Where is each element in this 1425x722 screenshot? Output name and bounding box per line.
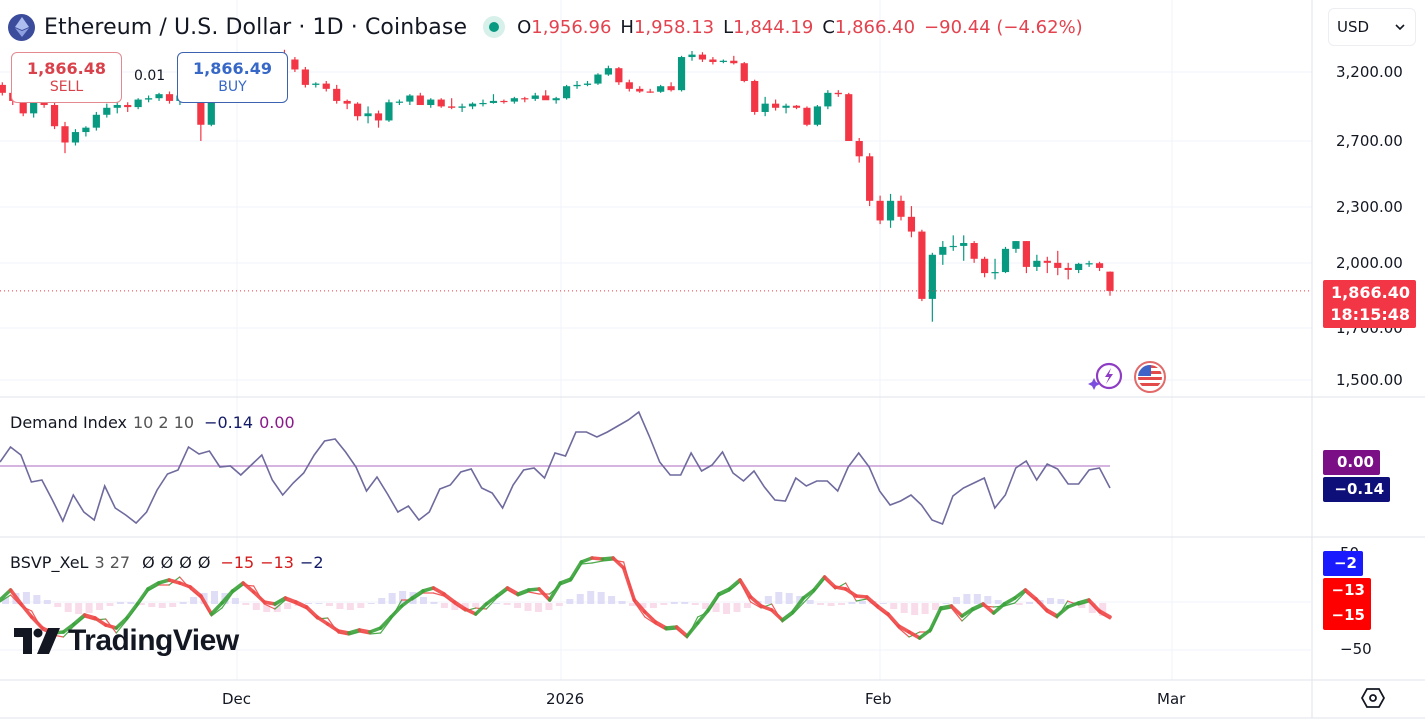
last-price-tag: 1,866.40 18:15:48 — [1323, 280, 1416, 328]
time-axis-tick: Mar — [1157, 690, 1186, 708]
chart-header: Ethereum / U.S. Dollar · 1D · Coinbase O… — [8, 10, 1083, 44]
last-price: 1,866.40 — [1331, 283, 1410, 302]
bsvp-value-3: −2 — [299, 553, 324, 572]
change-value: −90.44 (−4.62%) — [924, 16, 1083, 38]
time-axis-tick: Feb — [865, 690, 892, 708]
bar-countdown: 18:15:48 — [1330, 305, 1410, 324]
price-axis-tick: 2,700.00 — [1336, 132, 1403, 150]
placeholder-value: Ø — [197, 553, 211, 572]
bsvp-value-1: −15 — [220, 553, 255, 572]
zero-line-tag: 0.00 — [1323, 450, 1380, 475]
price-candles — [0, 49, 1312, 322]
time-axis-tick: 2026 — [546, 690, 585, 708]
bsvp-legend[interactable]: BSVP_XeL 3 27 Ø Ø Ø Ø −15 −13 −2 — [10, 553, 324, 572]
low-value: 1,844.19 — [733, 16, 814, 38]
bsvp-tag-red-2: −15 — [1331, 606, 1365, 624]
chart-settings-button[interactable] — [1360, 687, 1386, 713]
bsvp-value-2: −13 — [260, 553, 294, 572]
ai-insight-icon[interactable] — [1087, 360, 1127, 398]
live-dot-icon — [483, 16, 506, 38]
indicator-name: Demand Index — [10, 413, 127, 432]
chevron-down-icon — [1395, 24, 1405, 30]
price-axis-tick: 2,300.00 — [1336, 198, 1403, 216]
buy-price: 1,866.49 — [193, 59, 272, 78]
placeholder-value: Ø — [142, 553, 155, 572]
open-label: O — [517, 16, 532, 38]
bsvp-tag-red: −13 −15 — [1323, 578, 1371, 630]
sell-label: SELL — [49, 79, 84, 95]
bsvp-pane — [0, 556, 1112, 640]
sell-price: 1,866.48 — [27, 59, 106, 78]
high-label: H — [620, 16, 634, 38]
tradingview-wordmark: TradingView — [68, 624, 239, 657]
buy-label: BUY — [218, 79, 247, 95]
demand-index-pane — [0, 410, 1111, 526]
currency-select[interactable]: USD — [1328, 8, 1416, 46]
placeholder-value: Ø — [160, 553, 174, 572]
zero-line-value: 0.00 — [259, 413, 295, 432]
bsvp-tag-red-1: −13 — [1331, 581, 1365, 599]
buy-button[interactable]: 1,866.49 BUY — [177, 52, 288, 103]
demand-index-value: −0.14 — [204, 413, 254, 432]
indicator-params: 3 27 — [94, 553, 131, 572]
price-axis-tick: 2,000.00 — [1336, 254, 1403, 272]
tradingview-logo-icon — [14, 628, 60, 654]
ethereum-logo-icon — [8, 13, 35, 41]
tradingview-logo[interactable]: TradingView — [14, 624, 239, 658]
bsvp-tag-blue: −2 — [1323, 551, 1363, 576]
indicator-params: 10 2 10 — [132, 413, 195, 432]
price-axis-tick: 1,500.00 — [1336, 371, 1403, 389]
demand-index-legend[interactable]: Demand Index 10 2 10 −0.14 0.00 — [10, 413, 295, 432]
symbol-title[interactable]: Ethereum / U.S. Dollar · 1D · Coinbase — [44, 14, 468, 40]
spread-value: 0.01 — [134, 68, 166, 84]
placeholder-value: Ø — [179, 553, 192, 572]
open-value: 1,956.96 — [531, 16, 612, 38]
indicator-name: BSVP_XeL — [10, 553, 89, 572]
close-label: C — [822, 16, 835, 38]
us-flag-event-icon[interactable] — [1133, 360, 1167, 398]
close-value: 1,866.40 — [834, 16, 916, 38]
time-axis-tick: Dec — [222, 690, 252, 708]
low-label: L — [723, 16, 734, 38]
sell-button[interactable]: 1,866.48 SELL — [11, 52, 122, 103]
demand-index-tag: −0.14 — [1323, 477, 1390, 502]
bsvp-axis-tick-bottom: −50 — [1340, 640, 1372, 658]
ohlc-values: O1,956.96 H1,958.13 L1,844.19 C1,866.40 … — [517, 17, 1083, 38]
settings-hexagon-icon — [1360, 688, 1386, 708]
high-value: 1,958.13 — [633, 16, 715, 38]
currency-value: USD — [1337, 18, 1370, 36]
price-axis-tick: 3,200.00 — [1336, 63, 1403, 81]
